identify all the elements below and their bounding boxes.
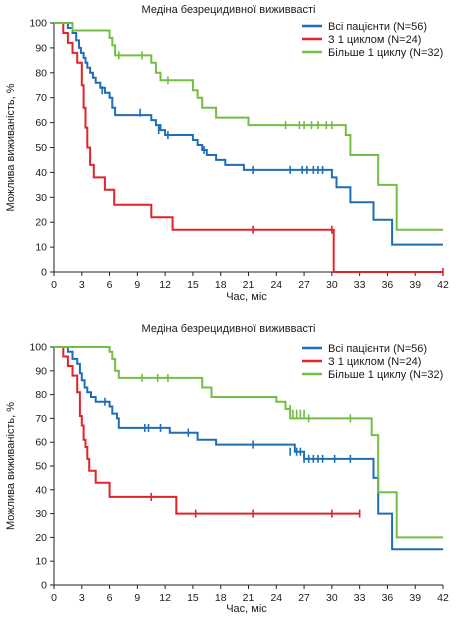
legend-label: З 1 циклом (N=24) [328, 356, 421, 368]
y-tick-label: 90 [35, 42, 47, 54]
y-tick-label: 70 [35, 413, 47, 425]
x-tick-label: 36 [382, 279, 394, 291]
x-tick-label: 21 [243, 592, 255, 604]
x-tick-label: 15 [187, 592, 199, 604]
x-tick-label: 42 [437, 279, 449, 291]
x-tick-label: 27 [298, 592, 310, 604]
survival-curve [54, 22, 443, 273]
x-axis-title: Час, міс [226, 603, 267, 615]
legend-item: З 1 циклом (N=24) [302, 34, 421, 46]
y-tick-label: 70 [35, 92, 47, 104]
y-tick-label: 100 [29, 342, 47, 354]
x-tick-label: 27 [298, 279, 310, 291]
x-tick-label: 3 [79, 279, 85, 291]
x-tick-label: 12 [159, 279, 171, 291]
x-tick-label: 24 [270, 279, 282, 291]
y-tick-label: 30 [35, 192, 47, 204]
x-tick-label: 36 [382, 592, 394, 604]
x-tick-label: 21 [243, 279, 255, 291]
x-tick-label: 18 [215, 592, 227, 604]
chart-panel-2: Медіна безрецидивної виживвасті010203040… [5, 323, 449, 615]
legend-item: Всі пацієнти (N=56) [302, 21, 427, 33]
x-axis-title: Час, міс [226, 291, 267, 303]
x-tick-label: 15 [187, 279, 199, 291]
legend-item: Більше 1 циклу (N=32) [302, 47, 443, 59]
x-tick-label: 18 [215, 279, 227, 291]
x-tick-label: 9 [134, 279, 140, 291]
legend-label: Більше 1 циклу (N=32) [328, 47, 443, 59]
y-tick-label: 0 [41, 580, 47, 592]
x-tick-label: 39 [409, 592, 421, 604]
legend-item: З 1 циклом (N=24) [302, 356, 421, 368]
chart-title: Медіна безрецидивної виживвасті [142, 4, 316, 16]
survival-curve [54, 346, 360, 515]
series-3 [54, 346, 443, 539]
survival-curve [54, 22, 443, 231]
x-tick-label: 12 [159, 592, 171, 604]
y-tick-label: 30 [35, 508, 47, 520]
x-tick-label: 24 [270, 592, 282, 604]
chart-title: Медіна безрецидивної виживвасті [142, 323, 316, 335]
x-tick-label: 9 [134, 592, 140, 604]
x-tick-label: 33 [354, 592, 366, 604]
survival-curve [54, 22, 443, 246]
y-tick-label: 80 [35, 67, 47, 79]
series-2 [54, 22, 444, 276]
y-tick-label: 60 [35, 117, 47, 129]
y-tick-label: 50 [35, 461, 47, 473]
legend-label: Всі пацієнти (N=56) [328, 343, 427, 355]
x-tick-label: 3 [79, 592, 85, 604]
x-tick-label: 33 [354, 279, 366, 291]
x-tick-label: 30 [326, 592, 338, 604]
legend-item: Більше 1 циклу (N=32) [302, 369, 443, 381]
series-3 [54, 22, 443, 231]
legend-label: Більше 1 циклу (N=32) [328, 369, 443, 381]
x-tick-label: 0 [51, 592, 57, 604]
y-tick-label: 80 [35, 389, 47, 401]
series-2 [54, 346, 361, 518]
y-tick-label: 100 [29, 18, 47, 30]
y-tick-label: 90 [35, 365, 47, 377]
x-tick-label: 30 [326, 279, 338, 291]
y-tick-label: 60 [35, 437, 47, 449]
y-tick-label: 20 [35, 532, 47, 544]
x-tick-label: 6 [107, 592, 113, 604]
y-tick-label: 20 [35, 217, 47, 229]
series-1 [54, 22, 443, 246]
y-tick-label: 10 [35, 556, 47, 568]
y-axis-title: Можлива виживаність, % [5, 83, 17, 211]
y-tick-label: 50 [35, 142, 47, 154]
legend-label: Всі пацієнти (N=56) [328, 21, 427, 33]
chart-panel-1: Медіна безрецидивної виживвасті010203040… [5, 4, 449, 303]
survival-curve [54, 346, 443, 539]
series-1 [54, 346, 443, 551]
legend-label: З 1 циклом (N=24) [328, 34, 421, 46]
y-tick-label: 40 [35, 484, 47, 496]
x-tick-label: 42 [437, 592, 449, 604]
y-axis-title: Можлива виживаність, % [5, 402, 17, 530]
y-tick-label: 40 [35, 167, 47, 179]
y-tick-label: 0 [41, 267, 47, 279]
y-tick-label: 10 [35, 242, 47, 254]
legend-item: Всі пацієнти (N=56) [302, 343, 427, 355]
x-tick-label: 0 [51, 279, 57, 291]
x-tick-label: 6 [107, 279, 113, 291]
x-tick-label: 39 [409, 279, 421, 291]
